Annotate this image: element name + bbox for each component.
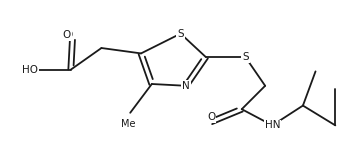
Text: Me: Me (121, 119, 136, 129)
Text: O: O (63, 30, 71, 40)
Text: O: O (64, 30, 73, 40)
Text: S: S (242, 52, 249, 62)
Text: S: S (177, 29, 184, 39)
Text: O: O (207, 112, 215, 122)
Text: N: N (182, 81, 190, 91)
Text: HO: HO (22, 65, 39, 75)
Text: HN: HN (264, 120, 280, 130)
